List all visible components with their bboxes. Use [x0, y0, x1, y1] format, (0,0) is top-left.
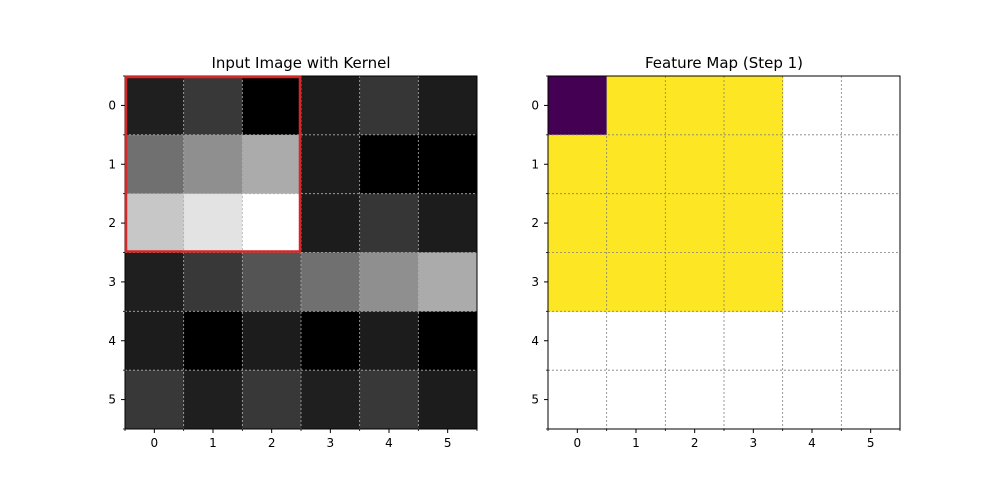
input-image-cell-3-1: [183, 252, 243, 312]
input-image-cell-0-3: [301, 76, 361, 136]
input-image-cell-1-2: [242, 134, 302, 195]
input-image-cell-3-2: [242, 252, 302, 312]
input-image-ticks: 0 1 2 3 4 5 0 1 2 3 4 5: [108, 75, 478, 450]
input-image-cell-5-1: [183, 370, 243, 430]
input-image-cell-2-0: [125, 193, 185, 253]
input-image-cell-1-5: [418, 134, 478, 195]
input-image-cell-4-3: [301, 311, 361, 371]
feature-map-cell-0-1: [606, 76, 666, 136]
feature-map-ytick-label-3: 3: [531, 275, 539, 289]
input-image-cell-1-1: [183, 134, 243, 195]
input-image-cell-4-2: [242, 311, 302, 371]
feature-map-ytick-label-4: 4: [531, 334, 539, 348]
feature-map-cell-1-0: [548, 134, 608, 195]
input-image-cell-2-4: [359, 193, 419, 253]
input-image-cell-2-5: [418, 193, 478, 253]
input-image-cell-1-0: [125, 134, 185, 195]
feature-map-title: Feature Map (Step 1): [645, 54, 803, 72]
feature-map-grid: [548, 76, 900, 429]
input-image-cell-3-3: [301, 252, 361, 312]
feature-map-ytick-label-2: 2: [531, 216, 539, 230]
input-image-cell-0-2: [242, 76, 302, 136]
input-image-cell-3-0: [125, 252, 185, 312]
feature-map-cell-1-1: [606, 134, 666, 195]
input-image-xtick-label-2: 2: [268, 436, 276, 450]
input-image-xtick-label-0: 0: [151, 436, 159, 450]
feature-map-cell-2-1: [606, 193, 666, 253]
feature-map-cell-0-0: [548, 76, 608, 136]
input-image-cell-5-0: [125, 370, 185, 430]
input-image-cell-4-5: [418, 311, 478, 371]
input-image-xtick-label-3: 3: [327, 436, 335, 450]
input-image-ytick-label-0: 0: [108, 98, 116, 112]
feature-map-ytick-label-1: 1: [531, 157, 539, 171]
input-image-cell-4-4: [359, 311, 419, 371]
feature-map-xtick-label-4: 4: [808, 436, 816, 450]
input-image-cell-3-4: [359, 252, 419, 312]
feature-map-panel: Feature Map (Step 1) 0 1 2 3 4 5 0 1 2 3 4 5: [531, 54, 901, 450]
input-image-xtick-label-5: 5: [444, 436, 452, 450]
input-image-cell-4-1: [183, 311, 243, 371]
input-image-xtick-label-1: 1: [209, 436, 217, 450]
feature-map-xtick-label-1: 1: [632, 436, 640, 450]
input-image-ytick-label-1: 1: [108, 157, 116, 171]
input-image-xtick-label-4: 4: [385, 436, 393, 450]
feature-map-cell-0-3: [724, 76, 784, 136]
input-image-cell-5-2: [242, 370, 302, 430]
feature-map-cell-1-2: [665, 134, 725, 195]
input-image-ytick-label-5: 5: [108, 393, 116, 407]
input-image-ytick-label-3: 3: [108, 275, 116, 289]
feature-map-cell-3-1: [606, 252, 666, 312]
feature-map-xtick-label-0: 0: [574, 436, 582, 450]
feature-map-xtick-label-2: 2: [691, 436, 699, 450]
input-image-cells: [125, 76, 478, 430]
input-image-cell-0-1: [183, 76, 243, 136]
feature-map-cell-2-2: [665, 193, 725, 253]
input-image-cell-0-4: [359, 76, 419, 136]
input-image-cell-3-5: [418, 252, 478, 312]
feature-map-ticks: 0 1 2 3 4 5 0 1 2 3 4 5: [531, 75, 901, 450]
input-image-cell-1-3: [301, 134, 361, 195]
feature-map-cell-3-2: [665, 252, 725, 312]
kernel-outline: [124, 75, 302, 253]
input-image-ytick-label-2: 2: [108, 216, 116, 230]
feature-map-cell-1-3: [724, 134, 784, 195]
input-image-ytick-label-4: 4: [108, 334, 116, 348]
input-image-title: Input Image with Kernel: [211, 54, 390, 72]
feature-map-cell-0-2: [665, 76, 725, 136]
feature-map-xtick-label-5: 5: [867, 436, 875, 450]
input-image-cell-2-3: [301, 193, 361, 253]
feature-map-cell-2-3: [724, 193, 784, 253]
input-image-cell-2-1: [183, 193, 243, 253]
input-image-cell-5-5: [418, 370, 478, 430]
input-image-panel: Input Image with Kernel 0 1 2 3 4 5 0 1 2 3 4 5: [108, 54, 478, 450]
feature-map-cell-2-0: [548, 193, 608, 253]
feature-map-cell-3-0: [548, 252, 608, 312]
input-image-cell-5-4: [359, 370, 419, 430]
feature-map-ytick-label-5: 5: [531, 393, 539, 407]
input-image-cell-4-0: [125, 311, 185, 371]
feature-map-xtick-label-3: 3: [750, 436, 758, 450]
feature-map-cell-3-3: [724, 252, 784, 312]
input-image-cell-5-3: [301, 370, 361, 430]
input-image-cell-1-4: [359, 134, 419, 195]
feature-map-ytick-label-0: 0: [531, 98, 539, 112]
input-image-cell-0-5: [418, 76, 478, 136]
feature-map-cells: [548, 76, 784, 312]
input-image-cell-0-0: [125, 76, 185, 136]
input-image-cell-2-2: [242, 193, 302, 253]
